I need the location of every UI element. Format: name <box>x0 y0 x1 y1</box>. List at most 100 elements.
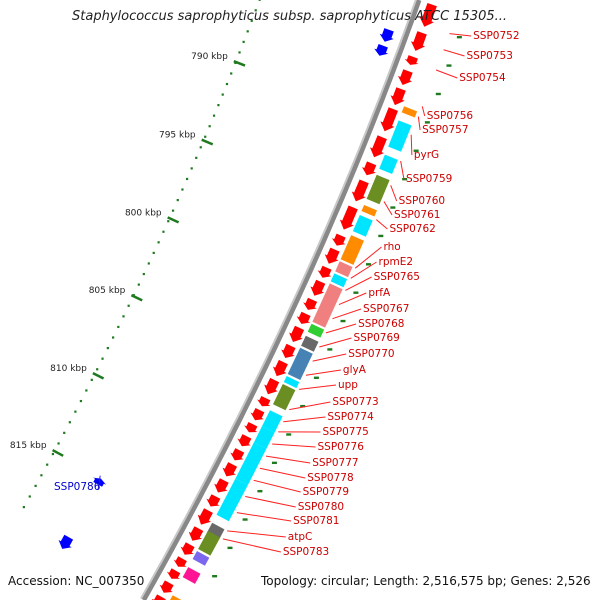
ruler-dot <box>35 485 37 487</box>
gene-label-rpme2: rpmE2 <box>379 256 414 268</box>
gene-label-ssp0760: SSP0760 <box>399 195 445 207</box>
gene-label-prfa: prfA <box>368 287 391 299</box>
reverse-gene-arrow <box>374 44 388 56</box>
forward-gene-arrow <box>244 422 257 432</box>
forward-gene-arrow <box>398 69 413 85</box>
gene-label-ssp0756: SSP0756 <box>427 110 474 122</box>
label-leader-line <box>245 496 295 507</box>
track-tick <box>257 490 262 492</box>
ruler-dot <box>74 411 76 413</box>
accession-text: Accession: NC_007350 <box>8 574 144 588</box>
gene-label-ssp0769: SSP0769 <box>353 332 399 344</box>
ruler-dot <box>40 474 42 476</box>
track-tick <box>227 547 232 549</box>
gene-label-ssp0757: SSP0757 <box>422 124 468 136</box>
forward-gene-arrow <box>370 135 387 157</box>
forward-gene-arrow <box>281 344 295 358</box>
ruler-dot <box>177 199 179 201</box>
track-tick <box>314 377 319 379</box>
label-leader-line <box>313 354 347 361</box>
label-leader-line <box>289 402 330 410</box>
major-tick <box>131 295 142 300</box>
gene-label-ssp0752: SSP0752 <box>473 30 519 42</box>
ruler-dot <box>158 241 160 243</box>
forward-gene-arrow <box>198 508 213 524</box>
gene-label-rho: rho <box>384 241 401 253</box>
ruler-dot <box>181 188 183 190</box>
ruler-dot <box>195 157 197 159</box>
track-tick <box>272 462 277 464</box>
backbone-shadow <box>141 0 416 599</box>
forward-gene-arrow <box>380 107 398 131</box>
track-tick <box>436 93 441 95</box>
gene-label-ssp0754: SSP0754 <box>459 72 506 84</box>
cog-colored-gene <box>353 215 373 237</box>
gene-label-atpc: atpC <box>288 531 313 543</box>
gene-label-ssp0765: SSP0765 <box>374 271 420 283</box>
forward-gene-arrow <box>264 378 279 394</box>
ruler-dot <box>243 41 245 43</box>
reverse-gene-arrow <box>59 535 74 549</box>
ruler-dot <box>29 495 31 497</box>
gene-label-ssp0773: SSP0773 <box>332 396 378 408</box>
ruler-dot <box>238 51 240 53</box>
label-leader-line <box>283 417 325 422</box>
gene-label-ssp0753: SSP0753 <box>467 50 513 62</box>
forward-gene-arrow <box>297 312 311 324</box>
gene-features <box>59 3 437 600</box>
gene-label-ssp0777: SSP0777 <box>312 457 358 469</box>
cog-colored-gene <box>235 442 266 485</box>
label-leader-line <box>223 539 281 552</box>
label-leader-line <box>326 324 356 333</box>
label-leader-line <box>306 370 341 375</box>
gene-label-ssp0779: SSP0779 <box>303 486 349 498</box>
ruler-dot <box>46 464 48 466</box>
label-leader-line <box>227 531 286 537</box>
label-leader-line <box>319 338 351 347</box>
forward-gene-arrow <box>391 87 406 105</box>
ruler-dot <box>23 506 25 508</box>
ruler-dot <box>230 72 232 74</box>
track-tick <box>366 263 371 265</box>
reverse-gene-arrow <box>380 28 394 42</box>
label-leader-line <box>299 385 336 389</box>
ruler-dot <box>217 104 219 106</box>
ruler-dot <box>226 83 228 85</box>
label-leader-line <box>332 309 361 319</box>
ruler-dot <box>247 30 249 32</box>
cog-colored-gene <box>402 106 417 117</box>
forward-gene-arrow <box>362 161 376 175</box>
ruler-dot <box>143 273 145 275</box>
cog-colored-gene <box>165 595 185 600</box>
label-leader-line <box>422 106 424 116</box>
ruler-dot <box>153 252 155 254</box>
ruler-dot <box>222 93 224 95</box>
forward-gene-arrow <box>237 434 251 446</box>
label-leader-line <box>260 468 305 478</box>
label-leader-line <box>418 117 420 130</box>
gene-label-ssp0774: SSP0774 <box>327 411 374 423</box>
ruler-dot <box>167 220 169 222</box>
ruler-dot <box>63 432 65 434</box>
gene-label-ssp0759: SSP0759 <box>406 173 452 185</box>
cog-colored-gene <box>362 205 378 217</box>
ruler-dot <box>101 358 103 360</box>
gene-label-ssp0776: SSP0776 <box>318 441 365 453</box>
gene-label-ssp0768: SSP0768 <box>358 318 404 330</box>
major-tick <box>93 373 104 378</box>
ruler-dot <box>57 442 59 444</box>
gene-label-ssp0781: SSP0781 <box>293 515 339 527</box>
tick-label: 790 kbp <box>191 52 228 62</box>
forward-gene-arrow <box>310 280 325 296</box>
tick-label: 795 kbp <box>159 131 196 141</box>
label-leader-line <box>444 50 465 56</box>
forward-gene-arrow <box>251 408 265 420</box>
ruler-dot <box>191 167 193 169</box>
genome-backbone <box>141 0 419 600</box>
forward-gene-arrow <box>160 580 174 592</box>
ruler-dot <box>69 421 71 423</box>
track-tick <box>212 575 217 577</box>
forward-gene-arrow <box>230 448 244 460</box>
